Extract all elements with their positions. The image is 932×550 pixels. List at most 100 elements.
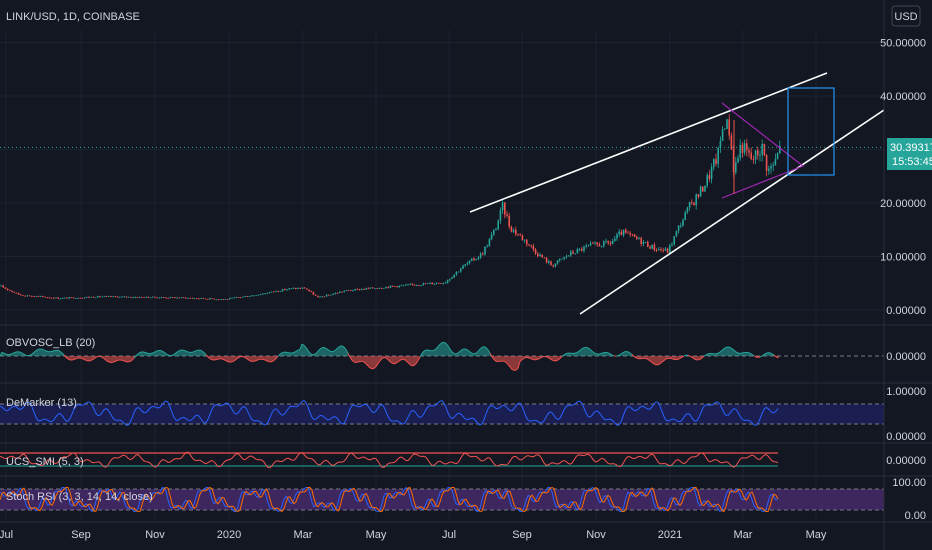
stoch-rsi-pane[interactable]: [0, 486, 884, 513]
obv-line: [631, 354, 635, 357]
obv-line: [341, 345, 345, 348]
candle-body: [532, 245, 535, 250]
candle-body: [365, 288, 367, 290]
obv-line: [611, 354, 615, 357]
candle-body: [255, 295, 257, 297]
obv-line: [319, 347, 323, 350]
obv-line: [665, 357, 669, 360]
obv-line: [519, 359, 523, 362]
ucs-smi-title: UCS_SMI (5, 3): [6, 456, 84, 468]
candle-body: [416, 285, 418, 286]
candle-body: [145, 296, 147, 298]
candle-body: [132, 297, 134, 299]
obv-line: [65, 356, 69, 360]
candle-body: [299, 288, 301, 289]
candle-body: [323, 296, 326, 298]
candle-body: [724, 128, 726, 130]
candle-body: [380, 288, 383, 289]
obv-line: [137, 352, 141, 355]
candle-body: [92, 296, 95, 298]
candle-body: [79, 297, 81, 299]
obv-line: [753, 355, 757, 358]
candle-body: [268, 292, 271, 294]
obv-line: [299, 344, 303, 350]
candle-body: [336, 292, 339, 294]
candle-body: [479, 253, 482, 258]
candle-body: [314, 294, 317, 296]
stoch-rsi-title: Stoch RSI (3, 3, 14, 14, close): [6, 491, 153, 503]
candle-body: [383, 288, 385, 289]
obv-line: [575, 351, 579, 354]
obv-line: [381, 357, 385, 359]
candle-body: [411, 284, 414, 285]
obv-line: [361, 360, 365, 363]
candle-body: [774, 159, 777, 166]
demarker-pane[interactable]: [0, 400, 884, 426]
obv-line: [515, 367, 519, 371]
candle-body: [405, 284, 407, 286]
candle-body: [710, 167, 713, 179]
obv-line: [343, 346, 347, 351]
obv-line: [627, 351, 631, 354]
time-axis[interactable]: Jul Sep Nov 2020 Mar May Jul Sep Nov 2021 Mar May: [0, 529, 827, 541]
obv-line: [479, 347, 483, 350]
price-axis[interactable]: 50.00000 40.00000 20.00000 10.00000 0.00000 0…: [880, 38, 926, 523]
candle-body: [156, 297, 158, 299]
obv-line: [623, 351, 627, 353]
obv-line: [439, 342, 443, 345]
candle-body: [127, 296, 130, 298]
candle-body: [475, 258, 477, 261]
obv-line: [475, 351, 479, 354]
obv-line: [487, 349, 491, 354]
obv-line: [455, 352, 459, 355]
candle-body: [510, 226, 513, 232]
candle-body: [37, 296, 40, 297]
candle-body: [517, 234, 519, 235]
obv-line: [247, 359, 251, 362]
obv-line: [609, 353, 613, 356]
currency-button[interactable]: USD: [891, 5, 921, 27]
candle-body: [130, 296, 132, 298]
time-tick-label: May: [806, 529, 827, 541]
obv-line: [545, 356, 549, 358]
smi-line: [0, 451, 779, 469]
obv-line: [123, 360, 127, 363]
candle-body: [266, 293, 268, 295]
candle-body: [59, 298, 62, 300]
candle-body: [605, 240, 607, 242]
candle-body: [196, 298, 198, 300]
candle-body: [191, 298, 194, 299]
candle-body: [741, 144, 744, 153]
obvosc-pane[interactable]: [0, 341, 884, 371]
candle-body: [185, 297, 187, 299]
obv-line: [307, 350, 311, 354]
candle-body: [726, 119, 728, 129]
obv-line: [723, 346, 727, 350]
obv-line: [607, 352, 611, 355]
candle-body: [48, 297, 51, 299]
obv-line: [317, 348, 321, 352]
candle-body: [497, 220, 499, 229]
candle-body: [737, 158, 739, 163]
candle-body: [455, 271, 458, 275]
candle-body: [559, 259, 561, 261]
price-pane[interactable]: [0, 114, 884, 301]
candle-body: [81, 297, 84, 299]
candle-body: [167, 297, 169, 299]
candle-body: [270, 291, 273, 293]
ucs-smi-pane[interactable]: [0, 451, 779, 469]
candle-body: [376, 288, 378, 290]
obv-line: [329, 350, 333, 353]
obv-line: [313, 352, 317, 356]
obv-line: [161, 350, 165, 353]
obv-line: [635, 357, 639, 360]
obv-line: [3, 352, 7, 355]
obv-line: [327, 349, 331, 352]
drawing-tools[interactable]: [469, 72, 885, 315]
obv-line: [103, 358, 107, 361]
stoch-rsi-tick-label: 0.00: [905, 510, 926, 522]
candle-body: [574, 253, 576, 255]
candle-body: [163, 297, 165, 299]
time-tick-label: Mar: [294, 529, 313, 541]
